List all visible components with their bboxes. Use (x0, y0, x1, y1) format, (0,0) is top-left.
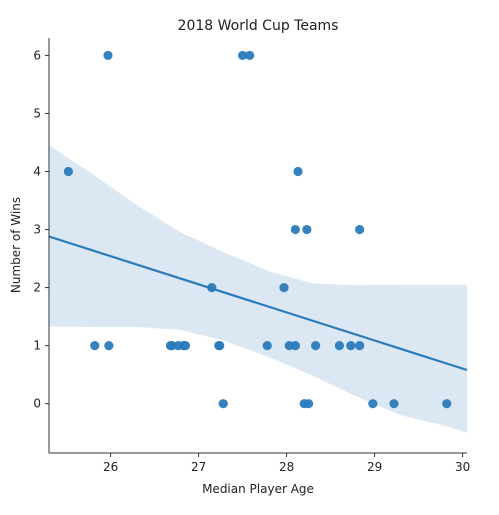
confidence-band (49, 145, 467, 433)
data-point (290, 341, 300, 351)
data-point (389, 399, 399, 409)
y-tick-label: 5 (33, 106, 41, 120)
chart-title: 2018 World Cup Teams (178, 18, 339, 34)
data-point (279, 282, 289, 293)
y-axis-label: Number of Wins (9, 197, 23, 293)
x-axis-label: Median Player Age (202, 482, 314, 496)
x-tick-label: 26 (103, 460, 118, 474)
x-tick-label: 28 (279, 460, 294, 474)
data-point (180, 341, 190, 351)
confidence-band-layer (49, 145, 467, 433)
data-points-layer (63, 50, 452, 409)
data-point (245, 50, 255, 61)
data-point (346, 341, 356, 351)
data-point (355, 341, 365, 351)
x-axis-ticks: 26 27 28 29 30 (103, 453, 470, 474)
y-axis-ticks: 0 1 2 3 4 5 6 (33, 48, 49, 411)
data-point (90, 341, 100, 351)
data-point (355, 224, 365, 235)
data-point (103, 50, 113, 61)
data-point (238, 50, 248, 61)
y-tick-label: 4 (33, 164, 41, 178)
data-point (207, 282, 217, 293)
x-tick-label: 30 (455, 460, 470, 474)
data-point (293, 166, 303, 177)
data-point (311, 341, 321, 351)
regression-line-layer (48, 235, 468, 372)
data-point (262, 341, 272, 351)
data-point (304, 399, 314, 409)
data-point (442, 399, 452, 409)
data-point (290, 224, 300, 235)
data-point (302, 224, 312, 235)
data-point (368, 399, 378, 409)
data-point (63, 166, 73, 177)
y-tick-label: 6 (33, 48, 41, 62)
regression-line (48, 235, 468, 372)
data-point (104, 341, 114, 351)
data-point (334, 341, 344, 351)
y-tick-label: 0 (33, 397, 41, 411)
x-tick-label: 29 (367, 460, 382, 474)
y-tick-label: 1 (33, 339, 41, 353)
x-tick-label: 27 (191, 460, 206, 474)
y-tick-label: 2 (33, 281, 41, 295)
data-point (218, 399, 228, 409)
data-point (215, 341, 225, 351)
y-tick-label: 3 (33, 223, 41, 237)
